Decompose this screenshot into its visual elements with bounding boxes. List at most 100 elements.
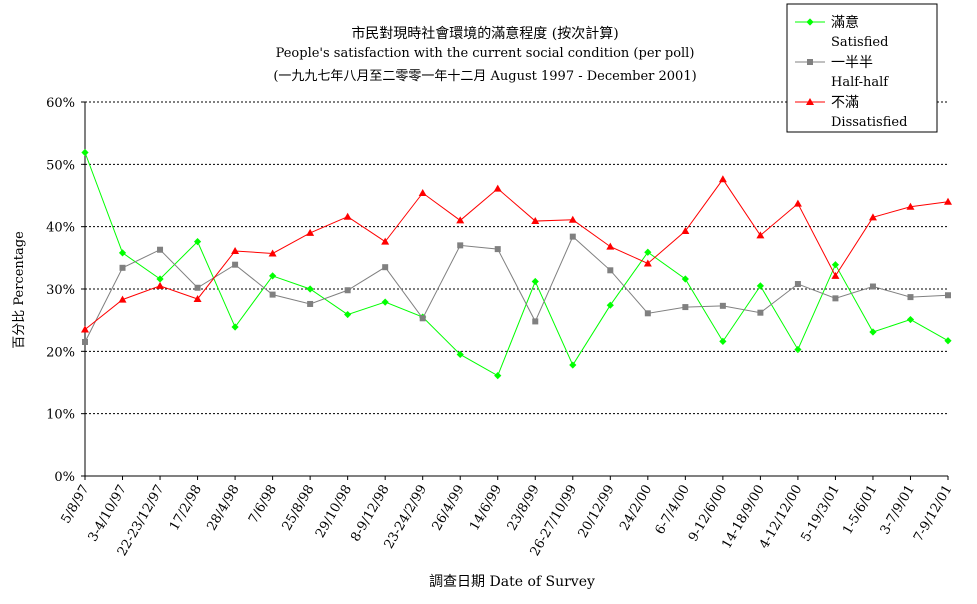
data-point-half-half <box>945 292 951 299</box>
y-tick-label: 10% <box>46 408 75 423</box>
data-point-satisfied <box>531 277 539 286</box>
y-tick-label: 60% <box>46 96 75 111</box>
data-point-dissatisfied <box>831 271 840 279</box>
data-point-dissatisfied <box>756 231 765 239</box>
data-point-dissatisfied <box>493 184 502 192</box>
y-tick-label: 50% <box>46 158 75 173</box>
data-point-half-half <box>344 287 351 294</box>
data-point-satisfied <box>681 275 689 283</box>
data-point-satisfied <box>381 298 389 306</box>
x-axis-label: 調查日期 Date of Survey <box>429 574 595 590</box>
x-tick-label: 29/10/98 <box>313 483 355 541</box>
legend-label-half-half: 一半半 <box>831 55 873 71</box>
data-point-dissatisfied <box>118 295 127 303</box>
x-tick-label: 6-7/4/00 <box>653 483 693 538</box>
data-point-dissatisfied <box>606 242 615 250</box>
data-point-dissatisfied <box>306 228 315 236</box>
data-point-dissatisfied <box>268 249 277 257</box>
axes <box>81 101 949 480</box>
data-point-dissatisfied <box>681 227 690 235</box>
y-axis-label: 百分比 Percentage <box>12 231 27 349</box>
x-tick-label: 20/12/99 <box>576 483 618 541</box>
data-point-satisfied <box>118 249 127 257</box>
x-tick-label: 26/4/99 <box>430 483 468 534</box>
legend-marker-half-half <box>807 59 813 65</box>
x-tick-label: 7/6/98 <box>246 483 280 527</box>
data-point-half-half <box>157 246 164 253</box>
legend-label-en-dissatisfied: Dissatisfied <box>831 115 907 130</box>
x-tick-label: 17/2/98 <box>167 483 205 534</box>
x-tick-label: 5-19/3/01 <box>799 483 843 545</box>
y-tick-label: 30% <box>46 283 75 298</box>
x-tick-label: 1-5/6/01 <box>840 483 880 538</box>
data-point-dissatisfied <box>944 197 952 205</box>
data-point-dissatisfied <box>906 202 915 210</box>
x-tick-label: 5/8/97 <box>59 483 93 527</box>
data-point-satisfied <box>644 248 652 256</box>
data-point-half-half <box>607 267 614 274</box>
data-point-half-half <box>832 295 839 302</box>
data-point-satisfied <box>344 310 352 319</box>
data-point-dissatisfied <box>868 213 877 221</box>
series-line-half-half <box>84 235 949 343</box>
data-point-half-half <box>532 318 539 325</box>
data-point-dissatisfied <box>568 215 577 223</box>
x-tick-label: 3-7/9/01 <box>878 483 918 538</box>
chart-subtitle: People's satisfaction with the current s… <box>276 46 695 61</box>
data-point-half-half <box>757 309 764 316</box>
legend-box <box>786 3 938 133</box>
data-point-dissatisfied <box>231 246 240 254</box>
data-point-dissatisfied <box>456 216 465 224</box>
x-tick-label: 7-9/12/01 <box>911 483 955 545</box>
data-point-satisfied <box>756 282 764 290</box>
data-point-half-half <box>382 264 389 271</box>
series-line-dissatisfied <box>84 178 949 330</box>
data-point-dissatisfied <box>156 281 165 289</box>
x-tick-label: 23/8/99 <box>505 483 543 534</box>
data-point-satisfied <box>569 361 577 369</box>
data-point-satisfied <box>906 315 915 324</box>
data-point-dissatisfied <box>718 175 727 183</box>
legend-marker-dissatisfied <box>806 98 814 105</box>
data-point-satisfied <box>831 261 840 269</box>
legend-label-dissatisfied: 不滿 <box>831 95 859 111</box>
data-point-satisfied <box>719 337 727 345</box>
series-half-half <box>82 233 951 345</box>
data-point-half-half <box>494 246 501 253</box>
data-point-satisfied <box>156 275 164 283</box>
series <box>81 148 952 380</box>
data-point-half-half <box>719 302 726 309</box>
gridlines <box>85 101 948 415</box>
data-point-half-half <box>307 300 314 307</box>
legend-marker-satisfied <box>806 18 814 26</box>
chart-period: (一九九七年八月至二零零一年十二月 August 1997 - December… <box>273 69 696 84</box>
x-tick-label: 25/8/98 <box>280 483 318 534</box>
legend-label-en-half-half: Half-half <box>831 75 889 90</box>
data-point-satisfied <box>869 328 877 336</box>
series-satisfied <box>81 148 952 380</box>
data-point-dissatisfied <box>343 212 352 220</box>
data-point-half-half <box>794 281 801 288</box>
data-point-dissatisfied <box>418 189 427 197</box>
data-point-dissatisfied <box>193 294 202 302</box>
y-tick-labels: 0% 10% 20% 30% 40% 50% 60% <box>46 96 75 485</box>
data-point-half-half <box>457 242 464 249</box>
data-point-satisfied <box>456 350 464 359</box>
data-point-half-half <box>644 310 651 317</box>
data-point-half-half <box>869 283 876 290</box>
data-point-dissatisfied <box>643 259 652 267</box>
legend-label-satisfied: 滿意 <box>831 14 859 31</box>
data-point-satisfied <box>269 272 277 280</box>
data-point-dissatisfied <box>531 217 540 225</box>
data-point-half-half <box>269 291 276 298</box>
data-point-half-half <box>194 284 201 291</box>
x-tick-label: 14/6/99 <box>467 483 505 534</box>
data-point-satisfied <box>231 323 239 331</box>
legend: 滿意 Satisfied 一半半 Half-half 不滿 Dissatisfied <box>786 3 938 133</box>
data-point-dissatisfied <box>81 325 89 333</box>
data-point-half-half <box>907 294 914 301</box>
data-point-satisfied <box>944 337 952 345</box>
data-point-half-half <box>82 338 88 345</box>
